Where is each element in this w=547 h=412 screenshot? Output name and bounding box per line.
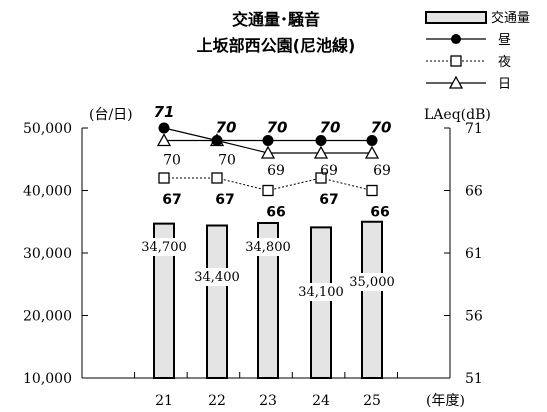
label-night: 67 <box>215 192 234 208</box>
label-allday: 69 <box>320 163 338 179</box>
y-right-tick-label: 51 <box>465 371 483 387</box>
bar-value-label-bg <box>346 273 398 291</box>
bar-value-label-bg <box>295 283 347 301</box>
data-labels: 34,700 34,400 34,800 34,100 35,000 71 70 70 70 70… <box>138 103 398 301</box>
label-allday: 70 <box>218 153 236 169</box>
marker-night <box>158 172 170 184</box>
bar-value-label: 35,000 <box>349 275 395 290</box>
bar-value-label: 34,400 <box>194 270 240 285</box>
chart-title-line-1: 交通量･騒音 <box>232 10 320 29</box>
legend-label-allday: 日 <box>498 77 511 92</box>
y-right-unit: LAeq(dB) <box>424 107 491 123</box>
bar <box>361 220 383 379</box>
label-day: 71 <box>154 103 175 121</box>
y-right-tick-label: 71 <box>465 121 483 137</box>
x-tick-label: 25 <box>363 393 381 409</box>
marker-day <box>158 122 170 134</box>
bar <box>153 222 175 379</box>
label-allday: 70 <box>163 153 181 169</box>
marker-night <box>262 184 274 197</box>
y-left-tick-label: 10,000 <box>23 371 72 387</box>
y-left-tick-label: 30,000 <box>23 246 72 262</box>
marker-day <box>262 135 274 146</box>
marker-day <box>211 135 223 146</box>
legend-marker-night <box>450 55 462 67</box>
legend-swatch-bar <box>425 11 487 24</box>
bars <box>153 220 383 379</box>
legend-label-bar: 交通量 <box>491 10 530 26</box>
label-night: 66 <box>370 205 389 221</box>
legend-label-day: 昼 <box>498 33 511 48</box>
marker-night <box>211 172 223 184</box>
x-ticks: 21 22 23 24 25 <box>134 372 398 409</box>
marker-allday <box>260 145 276 159</box>
label-night: 67 <box>162 192 181 208</box>
legend: 交通量 昼 夜 日 <box>425 10 530 92</box>
lines <box>156 122 380 197</box>
legend-marker-day <box>451 34 461 44</box>
marker-allday <box>364 145 380 159</box>
x-tick-label: 24 <box>312 393 330 409</box>
y-left-tick-label: 40,000 <box>23 184 72 200</box>
label-night: 67 <box>319 192 338 208</box>
x-tick-label: 21 <box>155 393 173 409</box>
bar-value-label: 34,700 <box>141 240 187 255</box>
marker-day <box>315 135 327 146</box>
marker-day <box>366 135 378 146</box>
bar-value-label-bg <box>191 268 243 286</box>
legend-marker-allday <box>448 75 464 89</box>
chart-title-line-2: 上坂部西公園(尼池線) <box>197 36 356 55</box>
y-right-tick-label: 61 <box>465 246 483 262</box>
x-tick-label: 23 <box>259 393 277 409</box>
y-right-ticks: 51 56 61 66 71 <box>444 121 483 387</box>
marker-night <box>315 172 327 184</box>
bar-value-label-bg <box>242 238 294 256</box>
bar <box>206 224 228 379</box>
bar <box>310 226 332 379</box>
label-day: 70 <box>320 119 341 137</box>
label-day: 70 <box>216 119 237 137</box>
y-left-tick-label: 20,000 <box>23 309 72 325</box>
bar <box>257 222 279 379</box>
marker-allday <box>156 133 172 147</box>
label-night: 66 <box>266 205 285 221</box>
legend-label-night: 夜 <box>498 55 511 70</box>
y-right-tick-label: 66 <box>465 184 483 200</box>
label-day: 70 <box>371 119 392 137</box>
y-left-tick-label: 50,000 <box>23 121 72 137</box>
x-tick-label: 22 <box>208 393 226 409</box>
label-day: 70 <box>267 119 288 137</box>
marker-allday <box>313 145 329 159</box>
y-left-ticks: 10,000 20,000 30,000 40,000 50,000 <box>23 121 88 387</box>
label-allday: 69 <box>267 163 285 179</box>
y-right-tick-label: 56 <box>465 309 483 325</box>
y-left-unit: (台/日) <box>89 107 133 123</box>
x-unit: (年度) <box>426 393 465 409</box>
marker-night <box>366 184 378 197</box>
bar-value-label: 34,100 <box>298 285 344 300</box>
bar-value-label-bg <box>138 238 190 256</box>
bar-value-label: 34,800 <box>245 240 291 255</box>
label-allday: 69 <box>373 163 391 179</box>
